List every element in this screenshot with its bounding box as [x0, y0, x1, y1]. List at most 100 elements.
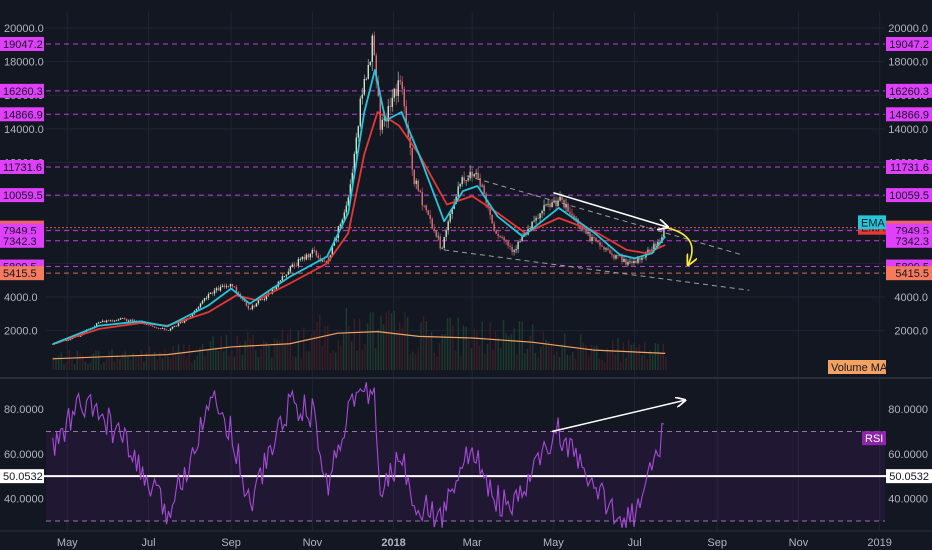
candle-body — [521, 236, 523, 242]
candle-body — [529, 228, 531, 230]
volume-bar — [95, 350, 97, 370]
price-level-tag-left: 16260.3 — [3, 86, 43, 98]
candle-body — [437, 236, 439, 238]
candlestick-series — [51, 31, 665, 345]
volume-bar — [611, 339, 614, 370]
volume-bar — [71, 359, 73, 370]
volume-bar — [537, 357, 539, 370]
volume-bar — [129, 359, 132, 370]
candle-body — [451, 208, 453, 215]
volume-bar — [548, 341, 550, 370]
candle-body — [557, 200, 559, 207]
volume-bar — [369, 312, 372, 370]
volume-bar — [574, 358, 577, 370]
candle-body — [371, 35, 373, 62]
candle-body — [447, 221, 449, 231]
candle-body — [171, 326, 174, 329]
volume-bar — [651, 354, 654, 370]
price-level-tag-right-bg — [886, 233, 932, 248]
volume-bar — [545, 339, 547, 370]
rsi-current-tag-right: 50.0532 — [889, 471, 929, 483]
volume-bar — [492, 349, 494, 370]
candle-body — [607, 248, 609, 251]
rsi-current-tag-left: 50.0532 — [3, 471, 43, 483]
volume-bar — [489, 322, 491, 370]
volume-bar — [73, 364, 76, 370]
volume-bar — [169, 358, 172, 370]
x-tick-label: Mar — [463, 537, 482, 549]
volume-bar — [57, 355, 60, 370]
volume-bar — [140, 349, 142, 370]
rsi-tick-label-right: 80.0000 — [888, 404, 928, 416]
volume-bar — [476, 331, 478, 370]
candle-body — [481, 185, 483, 187]
volume-bar — [252, 334, 254, 370]
candle-body — [321, 260, 324, 262]
volume-bar — [462, 325, 465, 370]
candle-body — [295, 265, 298, 267]
volume-bar — [556, 350, 558, 370]
volume-bar — [92, 352, 95, 370]
volume-bar — [590, 344, 593, 370]
candle-body — [245, 301, 248, 306]
price-level-tags: 19047.2 19047.2 16260.3 16260.3 14866.9 14866… — [0, 36, 932, 484]
price-level-tag-left-bg — [0, 266, 44, 281]
candle-body — [509, 245, 511, 247]
price-level-tag-right: 19047.2 — [889, 39, 929, 51]
y-tick-label-right: 4000.0 — [894, 292, 928, 304]
candle-body — [617, 255, 619, 256]
volume-bar — [401, 327, 403, 370]
projection-arrow — [667, 227, 692, 265]
candle-body — [209, 292, 212, 295]
y-tick-label-right: 20000.0 — [888, 23, 928, 35]
candle-body — [155, 327, 158, 329]
volume-bar — [505, 333, 507, 370]
volume-bar — [257, 356, 260, 370]
volume-bar — [241, 354, 244, 370]
volume-bar — [127, 357, 129, 370]
volume-bar — [454, 350, 457, 370]
volume-bar — [638, 344, 641, 370]
volume-bar — [137, 355, 140, 370]
volume-bar — [201, 343, 204, 370]
volume-bar — [396, 329, 398, 370]
candle-body — [229, 284, 232, 287]
rsi-legend-tag: RSI — [865, 433, 883, 445]
volume-ma-line — [52, 330, 666, 360]
volume-bar — [572, 351, 574, 370]
volume-bar — [577, 348, 579, 370]
volume-bar — [204, 355, 206, 370]
volume-bar — [121, 353, 124, 370]
volume-bar — [116, 354, 118, 370]
volume-bar — [580, 334, 582, 370]
volume-bar — [84, 361, 87, 370]
volume-bar — [609, 350, 611, 370]
candle-body — [313, 249, 316, 251]
candle-body — [67, 339, 70, 341]
volume-bar — [260, 348, 262, 370]
candle-body — [99, 322, 102, 323]
candle-body — [161, 328, 164, 329]
volume-bar — [175, 350, 177, 370]
candle-body — [131, 319, 134, 322]
volume-bar — [345, 307, 348, 370]
volume-bar — [390, 313, 393, 370]
candle-body — [389, 105, 391, 107]
candle-body — [589, 231, 591, 242]
rsi-tick-label-right: 60.0000 — [888, 449, 928, 461]
candle-body — [299, 259, 302, 260]
volume-bar — [433, 352, 435, 370]
candle-body — [359, 98, 361, 127]
price-level-tag-right-bg — [886, 159, 932, 174]
volume-bar — [601, 359, 603, 370]
candle-body — [265, 295, 268, 300]
candle-body — [355, 137, 357, 154]
volume-bar — [65, 362, 68, 370]
candle-body — [177, 323, 180, 326]
y-tick-label-right: 2000.0 — [894, 326, 928, 338]
volume-bar — [276, 339, 278, 370]
rsi-tick-label-right: 40.0000 — [888, 494, 928, 506]
candle-body — [163, 328, 166, 330]
